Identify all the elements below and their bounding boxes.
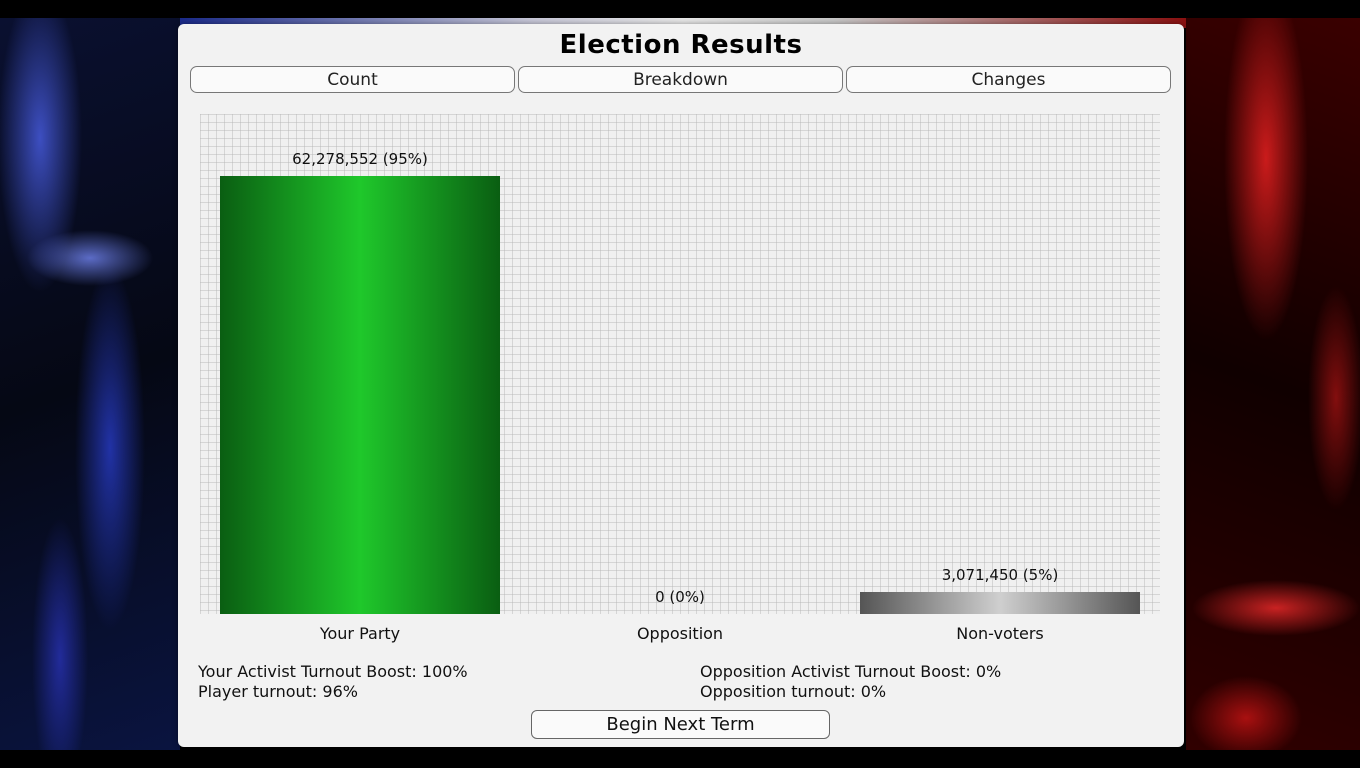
results-bar-chart: 62,278,552 (95%) 0 (0%) 3,071,450 (5%) bbox=[200, 114, 1160, 614]
begin-next-term-button[interactable]: Begin Next Term bbox=[531, 710, 830, 739]
category-label-opposition: Opposition bbox=[636, 624, 724, 643]
category-label-non-voters: Non-voters bbox=[956, 624, 1044, 643]
flag-top-strip bbox=[180, 18, 1186, 28]
flag-red-section bbox=[1186, 18, 1360, 750]
page-title: Election Results bbox=[559, 30, 803, 60]
opposition-activist-boost: Opposition Activist Turnout Boost: 0% bbox=[700, 662, 1002, 681]
player-activist-boost: Your Activist Turnout Boost: 100% bbox=[198, 662, 468, 681]
data-label-non-voters: 3,071,450 (5%) bbox=[941, 566, 1059, 584]
flag-blue-section bbox=[0, 18, 180, 750]
bar-your-party bbox=[220, 176, 500, 614]
bar-non-voters bbox=[860, 592, 1140, 614]
data-label-your-party: 62,278,552 (95%) bbox=[292, 150, 428, 168]
opposition-turnout: Opposition turnout: 0% bbox=[700, 682, 887, 701]
data-label-opposition: 0 (0%) bbox=[655, 588, 705, 606]
tab-changes[interactable]: Changes bbox=[846, 66, 1171, 93]
election-results-panel: Election Results Count Breakdown Changes… bbox=[178, 24, 1184, 747]
tab-breakdown[interactable]: Breakdown bbox=[518, 66, 843, 93]
player-turnout: Player turnout: 96% bbox=[198, 682, 358, 701]
category-label-your-party: Your Party bbox=[319, 624, 401, 643]
tab-count[interactable]: Count bbox=[190, 66, 515, 93]
